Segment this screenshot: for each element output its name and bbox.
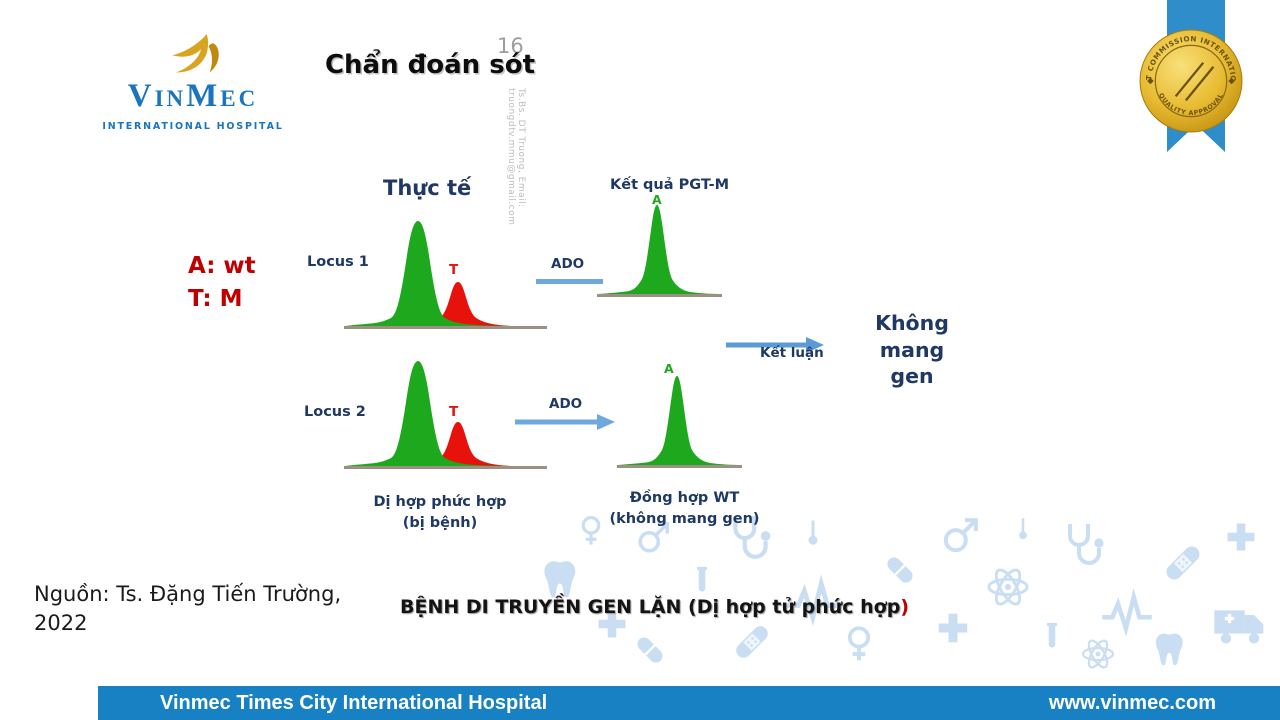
locus-caption: Dị hợp phức hợp (bị bệnh): [349, 492, 531, 534]
ado2-arrow-icon: [515, 414, 615, 430]
tooth-icon: [544, 561, 576, 598]
test-tube-icon: [697, 566, 707, 592]
result-caption-line1: Đồng hợp WT: [629, 490, 740, 506]
result2-allele-a-label: A: [664, 361, 674, 376]
bandage-icon: [1163, 543, 1203, 583]
stethoscope-icon: [1068, 522, 1106, 565]
locus-caption-line1: Dị hợp phức hợp: [373, 494, 507, 510]
thermometer-icon: [808, 520, 818, 545]
ado2-label: ADO: [549, 396, 583, 412]
source-note: Nguồn: Ts. Đặng Tiến Trường, 2022: [34, 580, 341, 639]
vinmec-bird-icon: [172, 34, 219, 73]
test-tube-icon: [1047, 622, 1057, 648]
locus2-allele-t-label: T: [449, 404, 459, 420]
source-line1: Nguồn: Ts. Đặng Tiến Trường,: [34, 582, 342, 606]
result1-allele-a-label: A: [652, 192, 662, 207]
result-caption: Đồng hợp WT (không mang gen): [592, 488, 777, 530]
disease-text: BỆNH DI TRUYỀN GEN LẶN (Dị hợp tử phức h…: [400, 596, 901, 618]
locus-caption-line2: (bị bệnh): [402, 515, 478, 532]
conclusion-text: Không mang gen: [875, 311, 949, 389]
author-watermark: Ts.Bs. DT Truong, Email: truongdtv.mmu@g…: [506, 88, 526, 226]
pgt-result2-electropherogram: [616, 374, 742, 468]
cross-icon: [1227, 523, 1255, 551]
locus1-label: Locus 1: [307, 254, 369, 270]
cross-icon: [938, 613, 968, 643]
allele-legend: A: wt T: M: [188, 250, 256, 317]
pill-icon: [883, 553, 917, 587]
pill-icon: [633, 633, 667, 667]
page-number: 16: [497, 34, 524, 58]
male-symbol-icon: [943, 518, 978, 553]
ambulance-icon: [1212, 608, 1265, 646]
thermometer-icon: [1019, 518, 1027, 540]
slide-title: Chẩn đoán sót: [324, 50, 536, 80]
vinmec-logo-text: VinMec: [127, 78, 259, 114]
footer-bar: Vinmec Times City International Hospital…: [98, 686, 1280, 720]
actual-label: Thực tế: [383, 176, 472, 200]
footer-website: www.vinmec.com: [1048, 691, 1216, 714]
conclusion-arrow-label: Kết luận: [760, 345, 824, 361]
legend-line-m: T: M: [188, 286, 243, 313]
source-line2: 2022: [34, 611, 88, 636]
disease-close-paren: ): [900, 596, 910, 618]
heartbeat-icon: [1102, 597, 1152, 629]
locus2-label: Locus 2: [304, 404, 366, 420]
locus1-electropherogram: [343, 219, 549, 329]
tooth-icon: [1155, 633, 1183, 666]
legend-line-wt: A: wt: [188, 253, 256, 279]
footer-hospital-name: Vinmec Times City International Hospital: [160, 691, 548, 714]
ado1-line: [536, 279, 603, 284]
bandage-icon: [733, 623, 771, 661]
disease-title: BỆNH DI TRUYỀN GEN LẶN (Dị hợp tử phức h…: [400, 596, 909, 618]
ado1-label: ADO: [551, 256, 585, 272]
result-caption-line2: (không mang gen): [609, 511, 760, 528]
atom-icon: [987, 565, 1029, 609]
conclusion-arrow-icon: [726, 337, 824, 353]
pgt-result-label: Kết quả PGT-M: [610, 177, 730, 193]
pgt-result1-electropherogram: [596, 203, 724, 297]
vinmec-logo-subtitle: INTERNATIONAL HOSPITAL: [102, 121, 284, 132]
locus1-allele-t-label: T: [449, 262, 459, 278]
female-symbol-icon: [847, 626, 871, 662]
jci-gold-seal: JOINT COMMISSION INTERNATIONAL QUALITY A…: [1138, 28, 1243, 133]
atom-icon: [1081, 636, 1115, 672]
